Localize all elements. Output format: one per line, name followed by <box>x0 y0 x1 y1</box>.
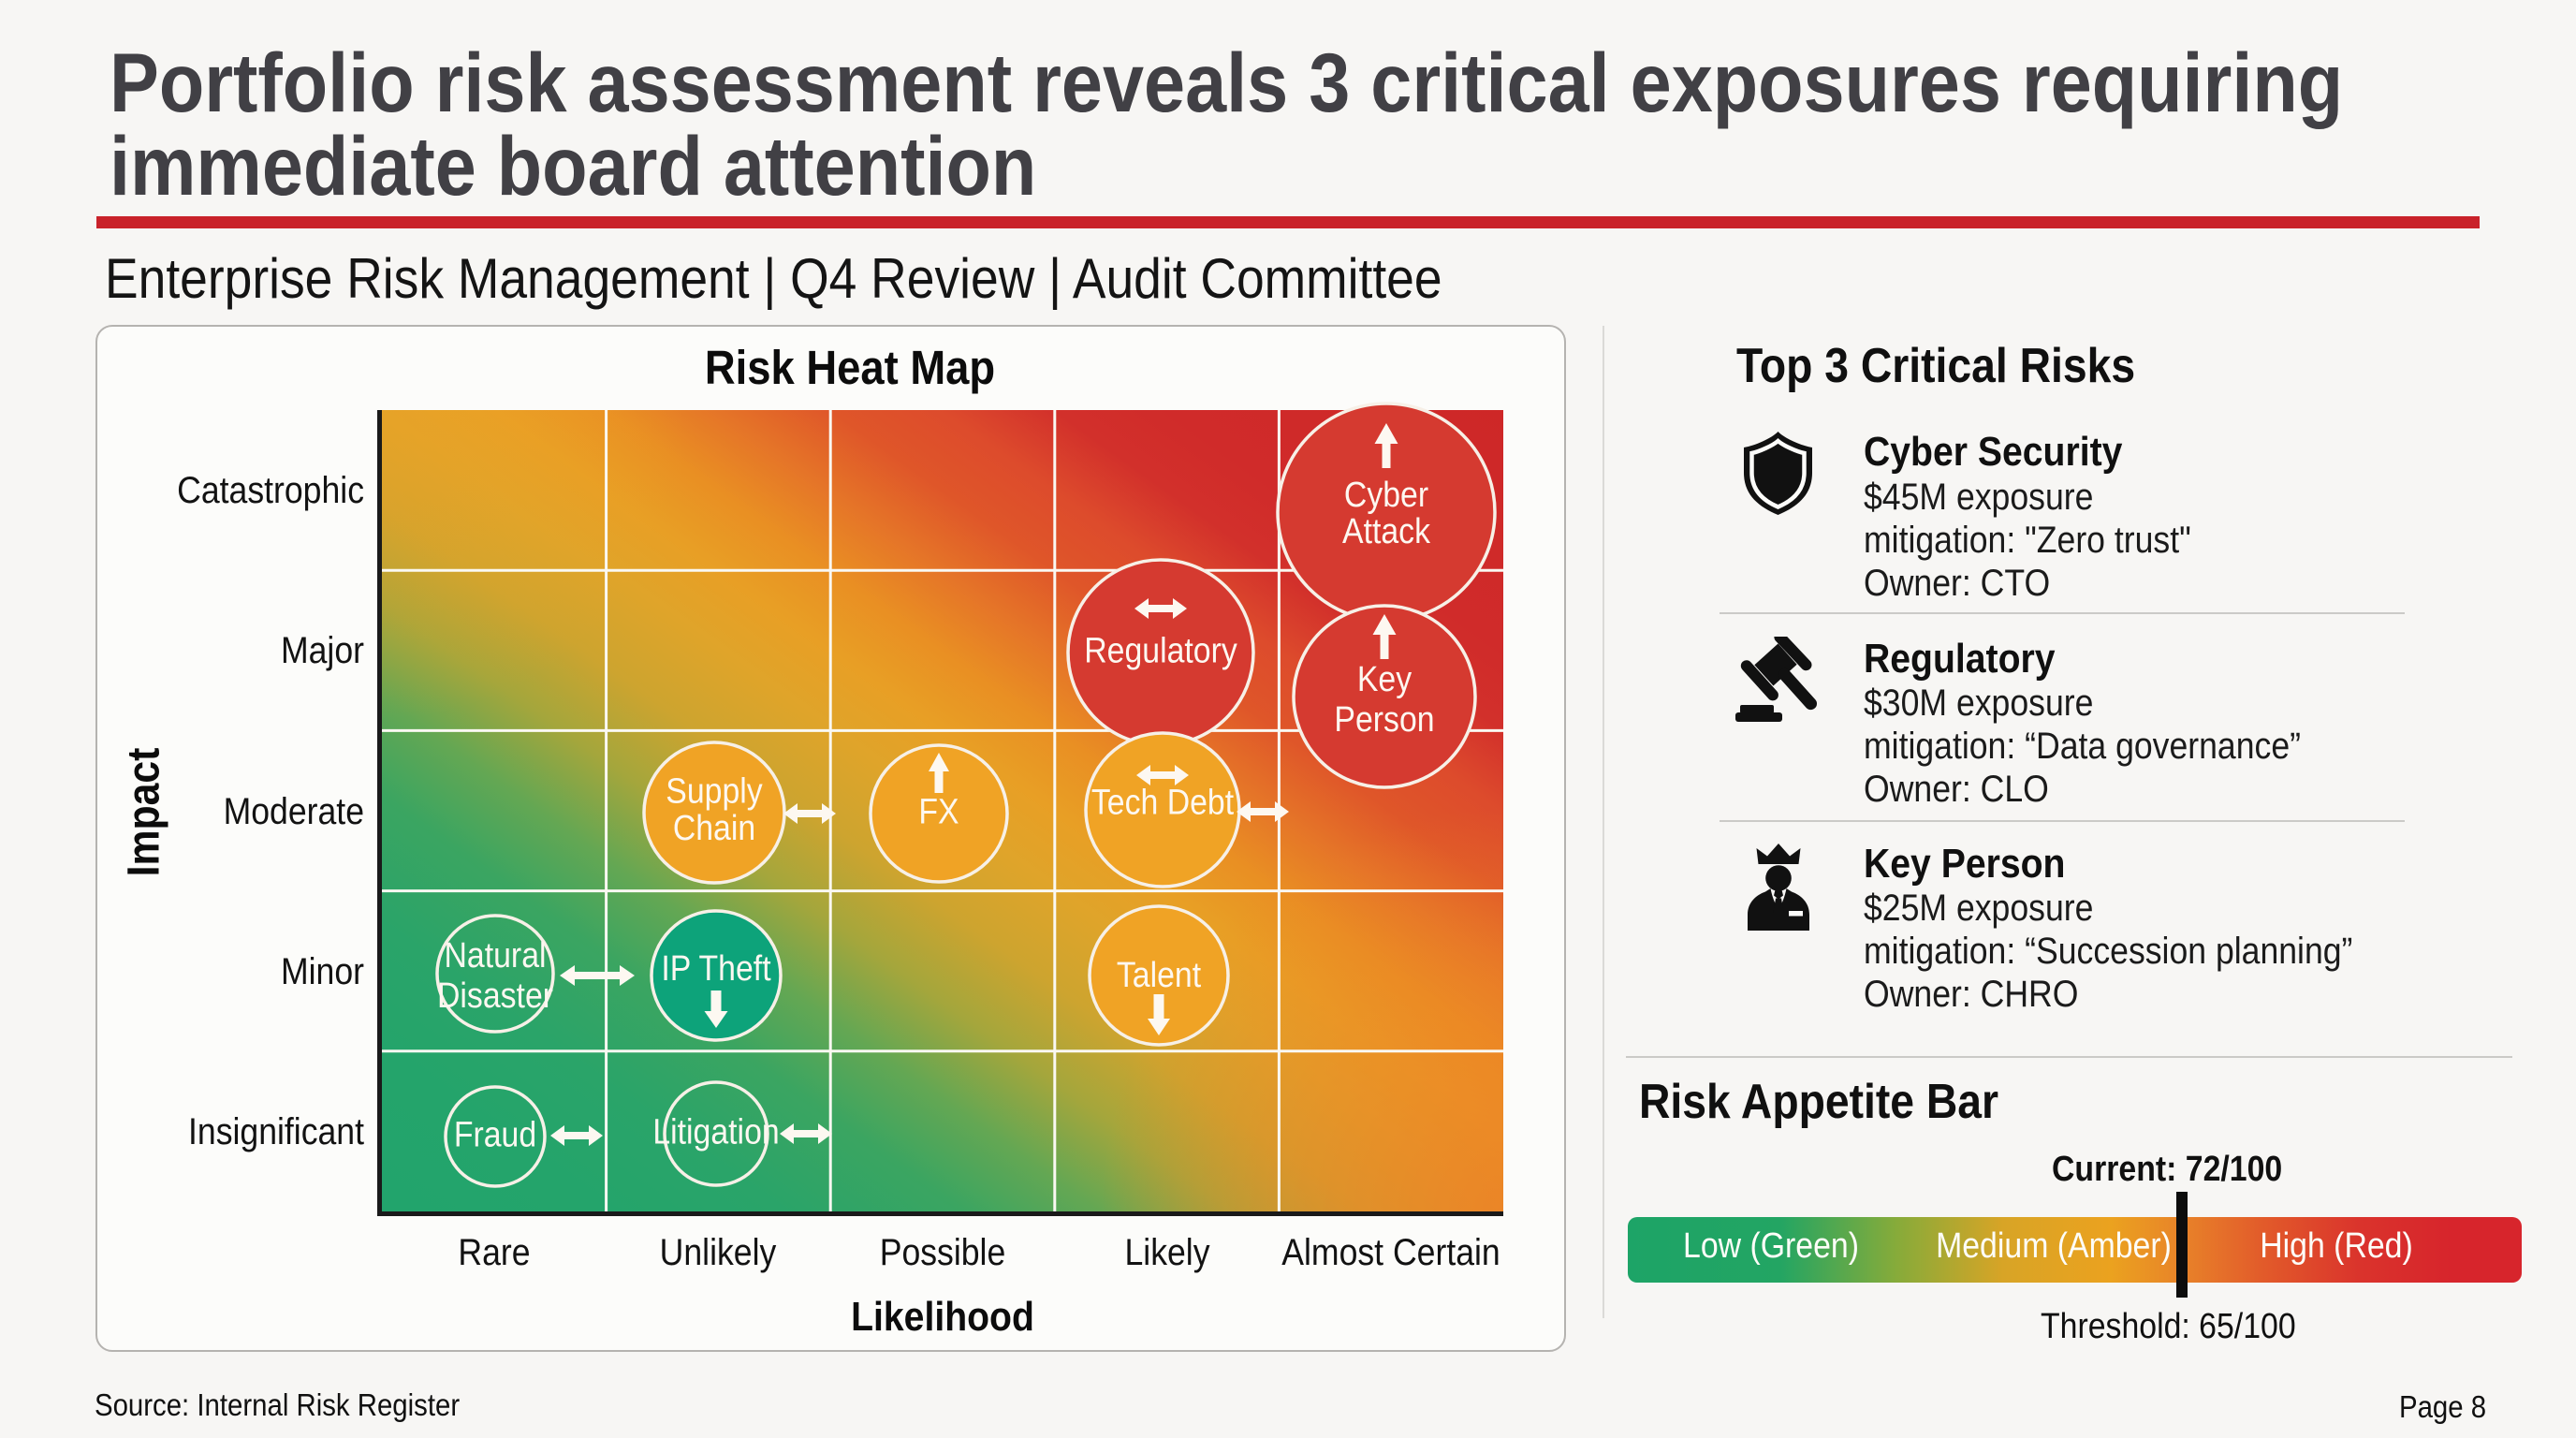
svg-text:Key: Key <box>1357 658 1412 698</box>
svg-text:IP Theft: IP Theft <box>661 947 770 988</box>
svg-text:Chain: Chain <box>673 807 755 847</box>
svg-text:Natural: Natural <box>444 934 546 975</box>
svg-text:Cyber: Cyber <box>1344 474 1428 514</box>
svg-text:Supply: Supply <box>666 770 762 811</box>
svg-text:Disaster: Disaster <box>437 975 553 1015</box>
svg-text:FX: FX <box>918 790 959 830</box>
svg-text:Tech Debt: Tech Debt <box>1091 782 1234 822</box>
svg-text:Person: Person <box>1334 698 1434 739</box>
svg-text:Litigation: Litigation <box>652 1111 779 1152</box>
svg-text:Attack: Attack <box>1342 510 1431 550</box>
svg-text:Fraud: Fraud <box>454 1114 536 1154</box>
svg-text:Talent: Talent <box>1117 954 1201 994</box>
svg-text:Regulatory: Regulatory <box>1084 630 1237 670</box>
